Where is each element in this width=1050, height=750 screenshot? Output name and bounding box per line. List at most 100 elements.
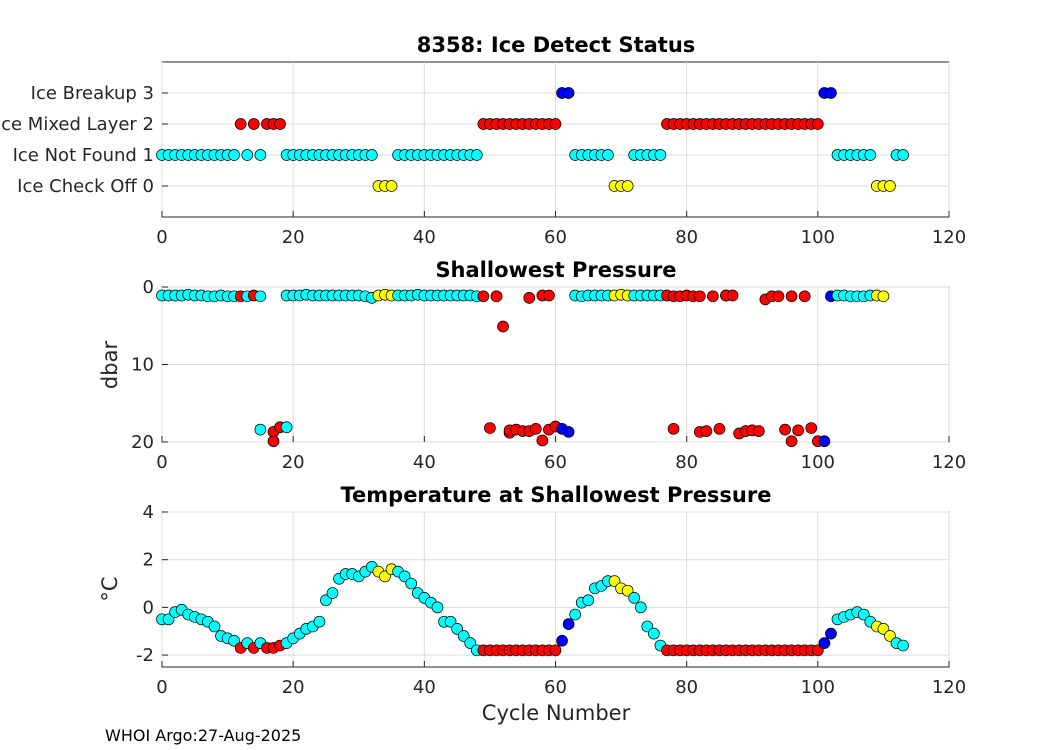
x-tick-label: 60 <box>544 227 567 248</box>
x-tick-label: 60 <box>544 677 567 698</box>
ice-status-point <box>274 118 286 130</box>
pressure-yticks: 0 10 20 <box>131 277 168 453</box>
pressure-point <box>484 422 496 434</box>
pressure-point <box>713 422 726 435</box>
pressure-point <box>877 290 890 303</box>
pressure-points <box>156 288 890 448</box>
pressure-point <box>490 290 503 303</box>
temperature-point <box>562 618 575 630</box>
x-tick-label: 120 <box>932 227 966 248</box>
pressure-point <box>798 290 811 303</box>
y-tick-label: Ice Not Found 1 <box>13 145 154 166</box>
pressure-point <box>785 290 798 303</box>
x-tick-label: 120 <box>932 677 966 698</box>
pressure-point <box>707 290 719 303</box>
temperature-point <box>313 615 326 628</box>
ice-status-point <box>241 149 254 161</box>
temperature-point <box>634 601 647 614</box>
pressure-point <box>562 426 575 438</box>
temperature-panel: Temperature at Shallowest Pressure -2024… <box>98 483 966 725</box>
x-tick-label: 20 <box>282 677 305 698</box>
temperature-point <box>648 627 660 640</box>
y-tick-label: 20 <box>131 432 154 453</box>
pressure-point <box>497 320 509 333</box>
y-tick-label: Ice Breakup 3 <box>31 83 154 104</box>
x-tick-label: 20 <box>282 452 305 473</box>
ice-status-panel: 8358: Ice Detect Status Ice Check Off 0I… <box>0 33 966 248</box>
pressure-point <box>543 289 555 302</box>
ice-status-point <box>254 149 267 161</box>
pressure-point <box>536 434 549 447</box>
ice-status-yticks: Ice Check Off 0 Ice Not Found 1 Ice Mixed … <box>0 83 168 197</box>
pressure-point <box>752 425 765 437</box>
x-tick-label: 100 <box>801 677 835 698</box>
temperature-point <box>326 587 339 599</box>
temperature-point <box>628 591 641 604</box>
pressure-point <box>529 422 542 435</box>
y-tick-label: Ice Check Off 0 <box>17 176 154 197</box>
temperature-point <box>818 637 831 650</box>
ice-status-point <box>654 149 667 161</box>
pressure-point <box>267 435 280 448</box>
y-tick-label: 10 <box>131 355 154 376</box>
temperature-ylabel: °C <box>98 576 122 601</box>
x-tick-label: 80 <box>675 227 698 248</box>
temperature-point <box>825 627 837 640</box>
x-tick-label: 120 <box>932 452 966 473</box>
x-tick-label: 40 <box>413 452 436 473</box>
pressure-point <box>667 422 680 435</box>
temperature-point <box>569 608 582 621</box>
pressure-point <box>523 292 536 304</box>
pressure-point <box>254 290 267 303</box>
temperature-xlabel: Cycle Number <box>482 701 631 725</box>
y-tick-label: 2 <box>143 550 154 571</box>
x-tick-label: 80 <box>675 452 698 473</box>
x-tick-label: 20 <box>282 227 305 248</box>
ice-status-point <box>234 118 247 130</box>
ice-status-point <box>247 118 260 130</box>
temperature-yticks: -2 0 2 4 <box>136 502 168 666</box>
pressure-xticks: 0 20 40 60 80 100 120 <box>156 436 966 473</box>
temperature-point <box>431 601 444 614</box>
y-tick-label: 0 <box>143 277 154 298</box>
pressure-title: Shallowest Pressure <box>435 258 676 282</box>
y-tick-label: -2 <box>136 645 154 666</box>
x-tick-label: 0 <box>156 677 167 698</box>
ice-status-point <box>621 180 634 192</box>
pressure-point <box>280 421 293 434</box>
pressure-panel: Shallowest Pressure 0 10 20 0 20 40 60 80 100 12… <box>98 258 966 473</box>
y-tick-label: 0 <box>143 597 154 618</box>
temperature-point <box>897 639 909 652</box>
footer-credit: WHOI Argo:27-Aug-2025 <box>105 726 301 745</box>
ice-status-point <box>385 180 398 192</box>
pressure-point <box>792 424 805 437</box>
temperature-title: Temperature at Shallowest Pressure <box>341 483 772 507</box>
pressure-point <box>700 425 713 437</box>
ice-status-point <box>549 118 562 130</box>
ice-status-point <box>811 118 824 130</box>
ice-status-point <box>884 180 896 192</box>
pressure-point <box>779 423 791 436</box>
temperature-grid <box>161 511 950 667</box>
ice-status-point <box>562 87 575 99</box>
pressure-point <box>818 435 831 448</box>
x-tick-label: 0 <box>156 227 167 248</box>
x-tick-label: 60 <box>544 452 567 473</box>
x-tick-label: 100 <box>801 452 835 473</box>
y-tick-label: 4 <box>143 502 154 523</box>
x-tick-label: 80 <box>675 677 698 698</box>
ice-status-point <box>470 149 483 161</box>
pressure-point <box>726 289 739 302</box>
ice-status-points <box>156 87 909 192</box>
ice-status-point <box>897 149 909 161</box>
temperature-point <box>208 620 221 633</box>
temperature-xticks: 0 20 40 60 80 100 120 <box>156 661 966 698</box>
pressure-point <box>805 422 818 434</box>
ice-status-point <box>602 149 614 161</box>
pressure-ylabel: dbar <box>98 341 122 390</box>
pressure-point <box>477 290 490 303</box>
temperature-points <box>156 560 909 657</box>
ice-status-point <box>366 149 378 161</box>
temperature-point <box>582 594 595 607</box>
